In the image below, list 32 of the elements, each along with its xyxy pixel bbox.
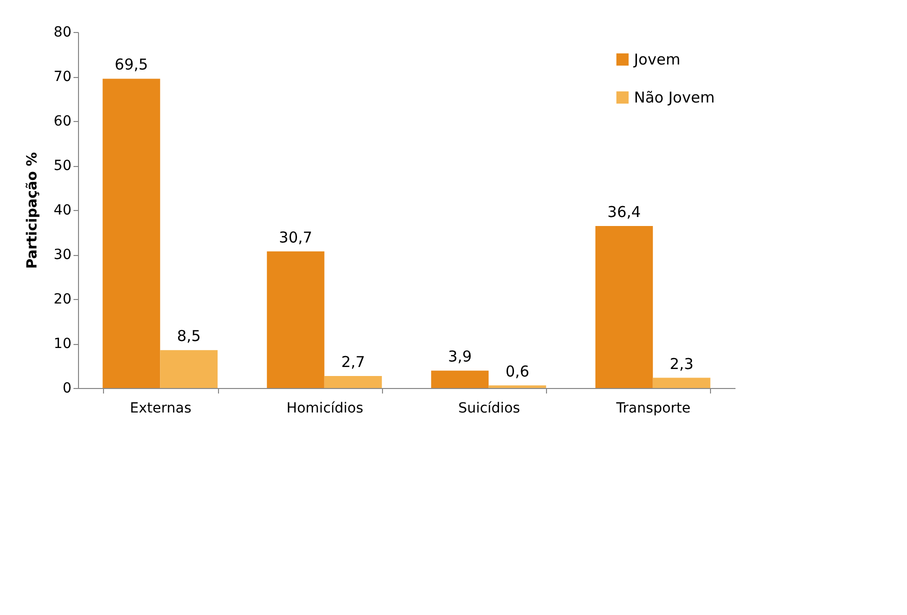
data-label: 69,5 (114, 56, 148, 74)
y-tick-label: 70 (54, 69, 72, 85)
bar (652, 378, 710, 388)
data-label: 30,7 (278, 228, 312, 246)
bar (324, 376, 382, 388)
y-tick-label: 20 (54, 292, 72, 308)
x-tick-label: Suicídios (458, 400, 520, 416)
y-tick-label: 50 (54, 158, 72, 174)
bar (488, 385, 546, 388)
y-tick-label: 30 (54, 247, 72, 263)
data-label: 3,9 (448, 348, 472, 366)
y-tick-label: 10 (54, 336, 72, 352)
data-label: 8,5 (176, 327, 201, 346)
data-label: 36,4 (607, 203, 641, 222)
bar (102, 78, 160, 388)
x-tick-label: Transporte (615, 400, 691, 416)
y-tick-label: 60 (54, 114, 72, 130)
bar (595, 226, 653, 388)
bar (266, 251, 324, 388)
data-label: 2,7 (341, 352, 366, 371)
legend-label: Jovem (633, 50, 680, 68)
y-tick-label: 0 (62, 380, 72, 396)
data-label: 2,3 (670, 354, 694, 373)
y-axis-title: Participação % (24, 152, 41, 269)
legend-label: Não Jovem (634, 88, 715, 106)
y-tick-label: 80 (54, 24, 72, 40)
x-tick-label: Externas (130, 400, 192, 416)
x-tick-label: Homicídios (286, 400, 364, 416)
bar (160, 350, 218, 388)
y-tick-label: 40 (54, 202, 72, 218)
data-label: 0,6 (505, 362, 530, 380)
bar (431, 370, 489, 388)
